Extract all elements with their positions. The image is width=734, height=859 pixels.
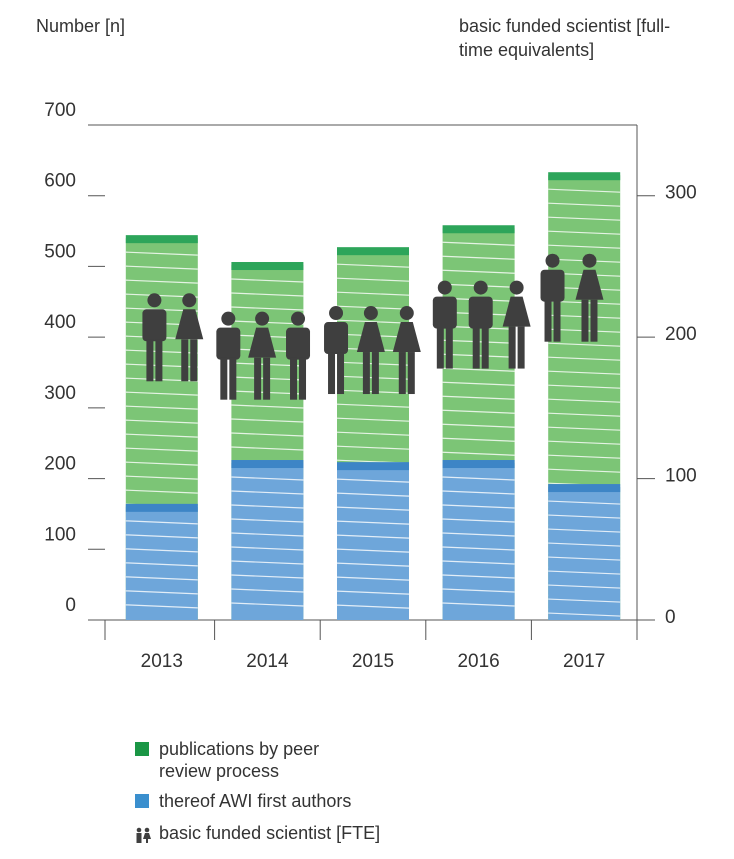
y2-tick-label: 300 [665,183,697,204]
leg [363,352,370,394]
leg [446,327,453,369]
leg [328,352,335,394]
y-tick-label: 200 [44,454,76,475]
body [541,270,565,302]
head [438,281,452,295]
x-tick-label: 2016 [457,651,499,672]
leg [554,300,561,342]
x-tick-label: 2015 [352,651,394,672]
head [474,281,488,295]
leg [220,358,227,400]
bar-awi-top [337,462,409,470]
y-tick-label: 300 [44,383,76,404]
leg [229,358,236,400]
legend-item: thereof AWI first authors [135,790,351,812]
y2-tick-label: 200 [665,324,697,345]
legend-item: basic funded scientist [FTE] [135,822,380,844]
bar-awi [231,463,303,620]
chart: 0 100 200 300 400 500 600 700 0 100 200 300 2013 2014… [0,0,734,700]
bar-awi [443,463,515,620]
leg [590,300,597,342]
bar-awi-top [231,460,303,468]
bar-awi-top [126,504,198,512]
leg [290,358,297,400]
head [291,312,305,326]
body [216,328,240,360]
bar-total-top [548,172,620,180]
page: 0 100 200 300 400 500 600 700 0 100 200 300 2013 2014… [0,0,734,859]
x-tick-label: 2013 [141,651,183,672]
y-tick-label: 100 [44,524,76,545]
head [400,306,414,320]
bar-awi [337,465,409,620]
legend-swatch [135,794,149,808]
y-tick-label: 700 [44,100,76,121]
body [286,328,310,360]
head [329,306,343,320]
body [142,309,166,341]
head [255,312,269,326]
leg [482,327,489,369]
leg [399,352,406,394]
y-tick-label: 500 [44,241,76,262]
y2-tick-label: 100 [665,466,697,487]
bar-total-top [337,247,409,255]
x-tick-label: 2017 [563,651,605,672]
leg [146,339,153,381]
bar-total-top [231,262,303,270]
leg [254,358,261,400]
head [546,254,560,268]
leg [181,339,188,381]
leg [263,358,270,400]
leg [581,300,588,342]
bar-total-top [126,235,198,243]
legend-swatch [135,742,149,756]
body [433,297,457,329]
x-tick-label: 2014 [246,651,289,672]
head [510,281,524,295]
head [221,312,235,326]
bar-awi-top [548,484,620,492]
head [364,306,378,320]
y-tick-label: 0 [65,595,76,616]
leg [190,339,197,381]
leg [518,327,525,369]
leg [299,358,306,400]
y-tick-label: 400 [44,312,76,333]
leg [437,327,444,369]
bar-awi-top [443,460,515,468]
leg [408,352,415,394]
legend-swatch [135,826,149,840]
leg [509,327,516,369]
head [182,293,196,307]
body [469,297,493,329]
y2-axis-title: basic funded scientist [full-time equiva… [459,14,689,62]
head [147,293,161,307]
legend-label: publications by peer review process [159,738,359,782]
body [324,322,348,354]
leg [545,300,552,342]
head [582,254,596,268]
leg [372,352,379,394]
y2-tick-label: 0 [665,607,676,628]
leg [473,327,480,369]
leg [337,352,344,394]
legend-label: thereof AWI first authors [159,790,351,812]
legend-item: publications by peer review process [135,738,359,782]
y-tick-label: 600 [44,171,76,192]
legend-label: basic funded scientist [FTE] [159,822,380,844]
y-axis-title: Number [n] [36,14,125,38]
leg [155,339,162,381]
bar-total-top [443,225,515,233]
